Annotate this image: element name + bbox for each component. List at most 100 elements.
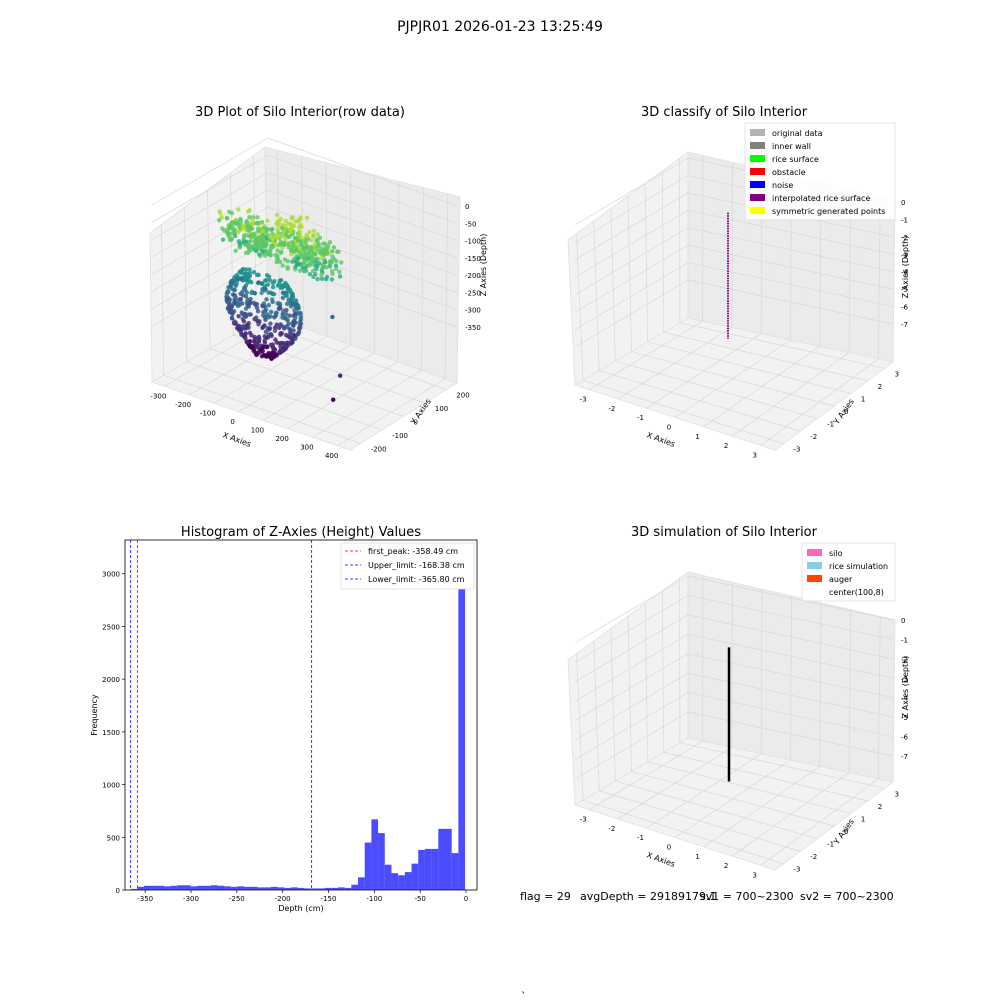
classify-legend-swatch bbox=[750, 168, 765, 175]
histogram-bar bbox=[217, 885, 225, 890]
raw-data-point bbox=[263, 244, 268, 249]
histogram-bar bbox=[150, 885, 158, 890]
raw-data-point bbox=[239, 270, 245, 276]
raw-plot-z-label: Z Axies (Depth) bbox=[479, 234, 488, 297]
histogram-bars bbox=[130, 557, 466, 890]
raw-data-point bbox=[254, 272, 260, 278]
simulation-x-grid-back bbox=[848, 609, 851, 773]
classify-legend-label: original data bbox=[772, 129, 823, 138]
histogram-bar bbox=[324, 887, 332, 890]
raw-data-point bbox=[257, 246, 262, 251]
classify-legend-swatch bbox=[750, 207, 765, 214]
histogram-x-tick-label: -100 bbox=[366, 895, 382, 903]
raw-data-point bbox=[280, 263, 285, 268]
raw-data-point bbox=[275, 227, 280, 232]
classify-z-grid-back bbox=[687, 209, 894, 255]
simulation-x-tick-label: -2 bbox=[608, 825, 615, 833]
raw-data-point bbox=[259, 290, 264, 296]
raw-data-point bbox=[331, 256, 337, 262]
raw-data-point bbox=[246, 228, 251, 233]
simulation-x-grid-back bbox=[760, 589, 763, 754]
simulation-y-tick-label: 3 bbox=[895, 790, 899, 798]
classify-z-grid bbox=[574, 192, 689, 261]
raw-data-point bbox=[257, 240, 262, 245]
raw-data-point bbox=[264, 297, 269, 302]
raw-data-point bbox=[237, 225, 242, 230]
raw-data-point bbox=[304, 215, 310, 220]
classify-legend-label: interpolated rice surface bbox=[772, 194, 870, 203]
histogram-y-tick-label: 1500 bbox=[102, 729, 120, 737]
histogram-bar bbox=[371, 819, 379, 890]
raw-data-point bbox=[235, 298, 240, 304]
histogram-bar bbox=[264, 887, 272, 890]
raw-data-point bbox=[233, 295, 238, 300]
raw-data-point bbox=[299, 224, 304, 229]
raw-data-point bbox=[262, 340, 268, 345]
simulation-y-tick-label: -1 bbox=[827, 841, 834, 849]
classify-z-grid-back bbox=[687, 279, 894, 325]
raw-data-point bbox=[315, 238, 320, 244]
histogram-bar bbox=[297, 887, 305, 890]
raw-data-point bbox=[252, 242, 258, 248]
raw-data-point bbox=[226, 233, 231, 239]
raw-outlier-point bbox=[331, 397, 336, 402]
raw-data-point bbox=[289, 340, 295, 345]
raw-data-point bbox=[322, 241, 328, 247]
raw-data-point bbox=[292, 311, 298, 317]
raw-data-point bbox=[324, 250, 330, 255]
raw-data-point bbox=[240, 267, 245, 272]
raw-data-point bbox=[270, 350, 276, 356]
raw-data-point bbox=[302, 251, 307, 256]
raw-data-point bbox=[293, 315, 298, 321]
raw-data-point bbox=[260, 286, 265, 292]
raw-data-point bbox=[319, 276, 325, 282]
classify-plot-x-label: X Axies bbox=[645, 430, 676, 449]
raw-data-point bbox=[260, 348, 265, 354]
raw-data-point bbox=[272, 328, 278, 333]
simulation-z-grid bbox=[574, 633, 689, 702]
raw-data-point bbox=[275, 219, 280, 224]
raw-data-point bbox=[260, 248, 265, 254]
histogram-frame bbox=[124, 539, 478, 891]
classify-legend-swatch bbox=[750, 155, 765, 162]
histogram-x-tick-label: -200 bbox=[275, 895, 291, 903]
classify-y-grid-back bbox=[627, 195, 632, 352]
classify-legend-swatch bbox=[750, 129, 765, 136]
raw-data-point bbox=[328, 258, 333, 264]
raw-data-point bbox=[255, 344, 260, 350]
raw-data-point bbox=[295, 303, 301, 309]
raw-data-point bbox=[329, 277, 335, 282]
raw-data-point bbox=[278, 341, 284, 346]
raw-data-point bbox=[267, 278, 273, 283]
raw-z-tick-label: -250 bbox=[465, 289, 481, 297]
simulation-z-grid-back bbox=[687, 595, 894, 640]
simulation-y-grid-back bbox=[679, 578, 681, 743]
raw-data-point bbox=[243, 283, 248, 289]
raw-data-point bbox=[268, 314, 273, 319]
raw-data-point bbox=[271, 291, 277, 297]
raw-data-point bbox=[297, 250, 302, 255]
raw-data-point bbox=[245, 339, 250, 345]
raw-data-point bbox=[240, 289, 245, 294]
simulation-z-tick-label: -3 bbox=[901, 675, 908, 683]
histogram-bar bbox=[130, 888, 138, 890]
raw-data-point bbox=[291, 332, 296, 338]
raw-data-point bbox=[283, 311, 289, 317]
simulation-z-grid bbox=[574, 653, 689, 722]
histogram-bar bbox=[244, 886, 251, 890]
raw-data-point bbox=[246, 278, 252, 283]
classify-legend: original data inner wall rice surface obsta… bbox=[744, 122, 896, 221]
raw-y-tick-label: -100 bbox=[392, 432, 408, 440]
raw-z-grid-back bbox=[267, 154, 458, 224]
raw-data-point bbox=[280, 233, 285, 239]
histogram-x-tick-label: 0 bbox=[464, 895, 468, 903]
classify-y-tick-label: -1 bbox=[827, 421, 834, 429]
status-sv1: sv1 = 700~2300 bbox=[700, 890, 794, 903]
raw-data-point bbox=[250, 217, 255, 222]
simulation-y-grid-back bbox=[576, 653, 584, 801]
raw-data-point bbox=[247, 330, 253, 336]
raw-data-point bbox=[269, 244, 274, 250]
simulation-z-grid-back bbox=[687, 575, 894, 621]
histogram-bar bbox=[184, 885, 191, 890]
simulation-z-tick-label: -4 bbox=[901, 695, 909, 703]
